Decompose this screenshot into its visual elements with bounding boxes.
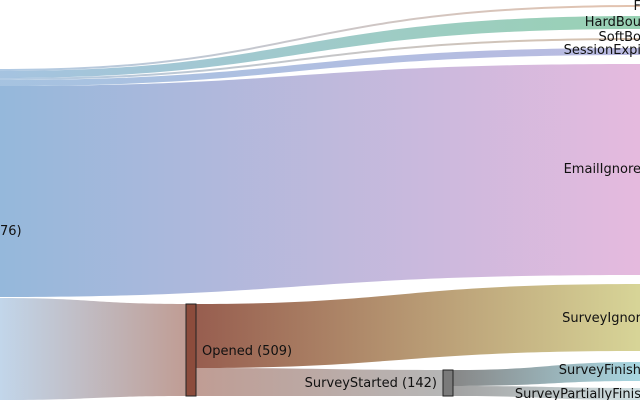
link-opened-survey-ignored: [196, 284, 640, 368]
link-started-survey-finished: [453, 362, 640, 386]
label-opened: Opened (509): [202, 344, 292, 359]
label-source: 76): [0, 224, 22, 239]
label-failed: F: [634, 0, 640, 14]
link-source-failed: [0, 5, 640, 71]
link-started-survey-partially-finished: [453, 386, 640, 400]
label-session-expired: SessionExpi: [564, 43, 640, 58]
label-soft-bounce: SoftBo: [598, 30, 640, 45]
node-opened[interactable]: [185, 303, 197, 397]
label-survey-partially-finished: SurveyPartiallyFinis: [515, 387, 640, 400]
link-source-opened: [0, 298, 186, 400]
label-hard-bounce: HardBou: [585, 15, 640, 30]
node-survey-started[interactable]: [442, 369, 454, 397]
label-survey-started: SurveyStarted (142): [305, 376, 437, 391]
link-opened-survey-started: [196, 368, 443, 396]
link-source-session-expired: [0, 48, 640, 86]
link-source-email-ignored: [0, 64, 640, 297]
link-source-hard-bounce: [0, 16, 640, 78]
label-email-ignored: EmailIgnore: [564, 162, 640, 177]
label-survey-ignored: SurveyIgnor: [562, 311, 640, 326]
label-survey-finished: SurveyFinish: [559, 363, 640, 378]
